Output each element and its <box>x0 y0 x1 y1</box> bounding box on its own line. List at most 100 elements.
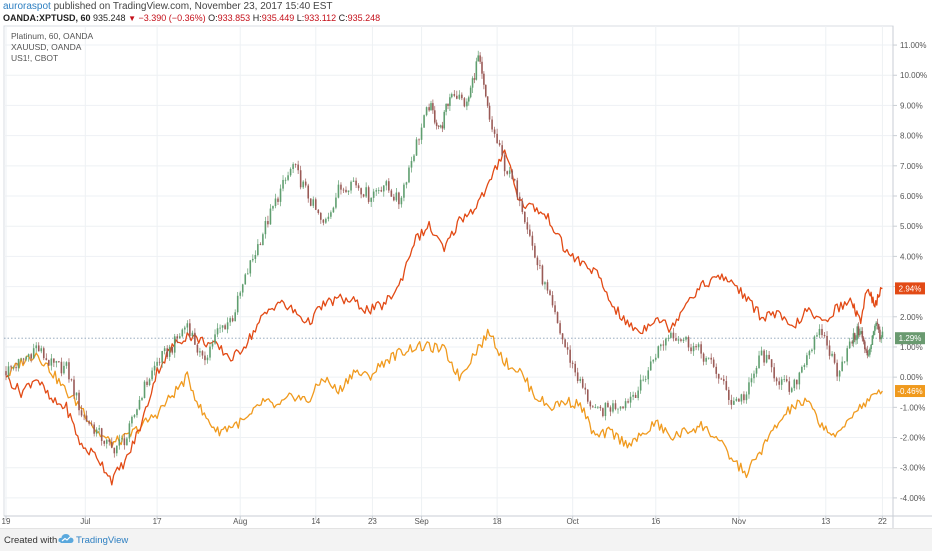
candle-body <box>612 403 614 412</box>
candle-body <box>710 357 712 360</box>
candle-body <box>439 125 442 127</box>
candle-body <box>717 373 720 379</box>
candle-body <box>843 361 846 363</box>
candle-body <box>735 398 738 401</box>
legend-item-us1[interactable]: US1!, CBOT <box>11 53 59 63</box>
publish-line: auroraspot published on TradingView.com,… <box>3 1 332 12</box>
candle-body <box>690 347 692 352</box>
candle-body <box>408 167 410 183</box>
candle-body <box>55 361 58 363</box>
candle-body <box>317 209 320 213</box>
candle-body <box>352 180 355 182</box>
candle-body <box>204 355 206 361</box>
candle-body <box>803 365 806 367</box>
candle-body <box>808 351 811 356</box>
candle-body <box>456 95 458 99</box>
candle-body <box>453 94 456 96</box>
candle-body <box>297 164 299 171</box>
candle-body <box>599 406 602 409</box>
candle-body <box>259 244 262 246</box>
candle-body <box>496 133 498 144</box>
candle-body <box>881 331 884 338</box>
chart-canvas[interactable]: -4.00%-3.00%-2.00%-1.00%0.00%1.00%2.00%3… <box>0 0 932 528</box>
candle-body <box>330 212 332 217</box>
x-tick-label: 13 <box>821 517 830 526</box>
candle-body <box>579 378 582 381</box>
candle-body <box>282 179 284 189</box>
candle-body <box>617 408 619 410</box>
candle-body <box>35 345 38 349</box>
author-link[interactable]: auroraspot <box>3 1 51 12</box>
candle-body <box>554 305 556 313</box>
candle-body <box>614 403 617 410</box>
open-value: 933.853 <box>217 13 251 23</box>
x-tick-label: 18 <box>493 517 502 526</box>
candle-body <box>68 362 70 380</box>
legend-item-platinum[interactable]: Platinum, 60, OANDA <box>11 31 94 41</box>
y-tick-label: 11.00% <box>900 41 927 50</box>
candle-body <box>725 381 728 390</box>
candle-body <box>848 341 851 349</box>
candle-body <box>763 350 765 363</box>
candle-body <box>513 179 516 181</box>
candle-body <box>437 125 440 127</box>
candle-body <box>877 324 880 330</box>
candle-body <box>103 440 106 444</box>
candle-body <box>126 438 128 446</box>
candle-body <box>50 358 53 366</box>
candle-body <box>785 379 788 382</box>
candle-body <box>634 394 637 398</box>
high-value: 935.449 <box>261 13 295 23</box>
x-tick-label: Nov <box>732 517 746 526</box>
candle-body <box>249 260 252 274</box>
close-value: 935.248 <box>347 13 381 23</box>
x-tick-label: Jul <box>80 517 90 526</box>
candle-body <box>393 196 395 201</box>
candle-body <box>365 187 367 197</box>
candle-body <box>214 334 216 344</box>
candle-body <box>755 368 758 374</box>
cloud-logo-icon <box>58 534 74 543</box>
candle-body <box>862 337 865 342</box>
candle-body <box>277 198 279 202</box>
candle-body <box>320 212 322 220</box>
candle-body <box>85 415 88 422</box>
x-tick-label: Sep <box>414 517 429 526</box>
candle-body <box>98 428 100 430</box>
candle-body <box>176 336 179 339</box>
candle-body <box>337 184 340 198</box>
y-tick-label: 9.00% <box>900 101 923 110</box>
candle-body <box>712 359 715 367</box>
candle-body <box>559 323 561 334</box>
candle-body <box>856 326 859 340</box>
candle-body <box>161 351 163 363</box>
chart-legend: Platinum, 60, OANDA XAUUSD, OANDA US1!, … <box>11 31 93 64</box>
candle-body <box>267 221 269 225</box>
candle-body <box>163 348 166 352</box>
candle-body <box>100 428 103 441</box>
candle-body <box>372 191 375 198</box>
candle-body <box>851 341 854 344</box>
legend-item-xauusd[interactable]: XAUUSD, OANDA <box>11 42 82 52</box>
candle-body <box>531 235 534 246</box>
candle-body <box>639 379 642 391</box>
candle-body <box>879 329 881 340</box>
candle-body <box>479 55 481 62</box>
candle-body <box>654 357 657 360</box>
candle-body <box>707 357 710 359</box>
candle-body <box>20 358 22 360</box>
candle-body <box>619 406 622 409</box>
candle-body <box>350 181 352 191</box>
candle-body <box>758 355 760 369</box>
tradingview-brand-link[interactable]: TradingView <box>58 532 158 548</box>
candle-body <box>264 221 267 235</box>
candle-body <box>287 175 289 180</box>
x-tick-label: 22 <box>878 517 887 526</box>
candle-body <box>811 349 813 352</box>
candle-body <box>206 357 209 361</box>
candle-body <box>546 282 549 291</box>
candle-body <box>377 190 380 191</box>
candle-body <box>748 382 750 395</box>
candle-body <box>191 332 194 337</box>
candle-body <box>773 367 775 379</box>
